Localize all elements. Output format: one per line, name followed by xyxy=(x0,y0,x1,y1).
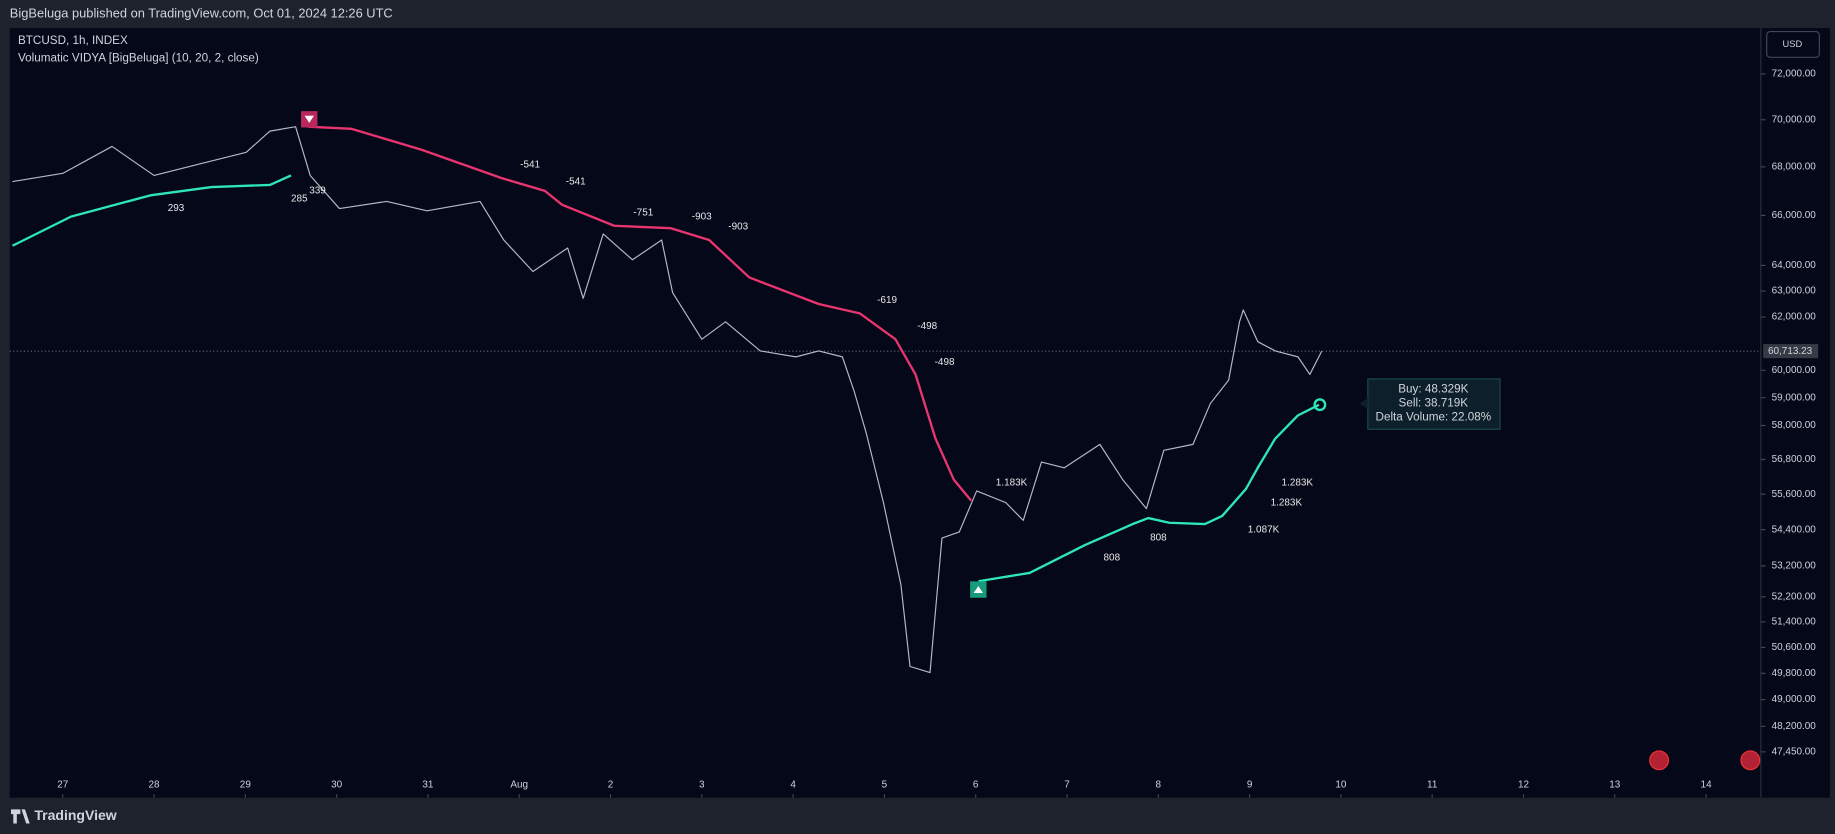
y-tick-label: 70,000.00 xyxy=(1772,114,1817,125)
delta-volume-label: -498 xyxy=(917,321,937,332)
delta-volume-label: 339 xyxy=(309,186,326,197)
x-tick-label: 3 xyxy=(699,779,705,790)
x-tick-label: 13 xyxy=(1609,779,1621,790)
published-note: BigBeluga published on TradingView.com, … xyxy=(10,5,393,20)
x-tick-label: 12 xyxy=(1518,779,1530,790)
x-tick-label: 30 xyxy=(331,779,343,790)
delta-volume-label: 808 xyxy=(1104,552,1121,563)
x-tick-label: 28 xyxy=(149,779,161,790)
y-tick-label: 49,000.00 xyxy=(1772,694,1817,705)
y-tick-label: 49,800.00 xyxy=(1772,668,1817,679)
event-icon[interactable] xyxy=(1740,750,1761,771)
delta-volume-label: -903 xyxy=(728,222,748,233)
y-tick-label: 63,000.00 xyxy=(1772,286,1817,297)
price-line xyxy=(12,126,1323,674)
buy-signal-arrow xyxy=(973,586,984,594)
tooltip-delta: Delta Volume: 22.08% xyxy=(1376,411,1492,424)
x-tick-label: 2 xyxy=(608,779,614,790)
last-price-label: 60,713.23 xyxy=(1768,346,1813,357)
x-tick-label: Aug xyxy=(510,779,528,790)
event-icon[interactable] xyxy=(1649,750,1670,771)
y-tick-label: 53,200.00 xyxy=(1772,561,1817,572)
delta-volume-label: -498 xyxy=(935,357,955,368)
delta-volume-label: 285 xyxy=(291,194,308,205)
y-tick-label: 60,000.00 xyxy=(1772,365,1817,376)
delta-volume-label: 1.087K xyxy=(1248,525,1280,536)
y-tick-label: 72,000.00 xyxy=(1772,69,1817,80)
x-tick-label: 27 xyxy=(57,779,69,790)
y-tick-label: 48,200.00 xyxy=(1772,721,1817,732)
y-tick-label: 56,800.00 xyxy=(1772,454,1817,465)
y-tick-label: 47,450.00 xyxy=(1772,746,1817,757)
currency-label: USD xyxy=(1783,39,1803,49)
vidya-line xyxy=(11,174,292,247)
y-tick-label: 62,000.00 xyxy=(1772,312,1817,323)
tooltip-arrow xyxy=(1359,397,1368,410)
delta-volume-label: 1.283K xyxy=(1271,497,1303,508)
plot-background xyxy=(9,28,1830,798)
currency-button[interactable] xyxy=(1766,30,1820,58)
x-tick-label: 31 xyxy=(422,779,434,790)
vidya-line xyxy=(308,125,973,502)
x-tick-label: 8 xyxy=(1156,779,1162,790)
tooltip-sell: Sell: 38.719K xyxy=(1399,397,1469,410)
plot: 72,000.00 70,000.00 68,000.00 66,000.00 64,0… xyxy=(9,69,1819,798)
x-tick-label: 9 xyxy=(1247,779,1253,790)
y-tick-label: 52,200.00 xyxy=(1772,591,1817,602)
delta-volume-label: 808 xyxy=(1150,533,1167,544)
delta-volume-label: -619 xyxy=(877,295,897,306)
delta-volume-label: 1.183K xyxy=(996,478,1028,489)
x-tick-label: 11 xyxy=(1427,779,1438,790)
delta-volume-label: -541 xyxy=(566,176,586,187)
delta-volume-label: -903 xyxy=(692,211,712,222)
y-tick-label: 50,600.00 xyxy=(1772,642,1817,653)
y-tick-label: 66,000.00 xyxy=(1772,210,1817,221)
brand-name: TradingView xyxy=(34,807,116,823)
x-tick-label: 4 xyxy=(790,779,796,790)
symbol-title: BTCUSD, 1h, INDEX xyxy=(18,34,128,47)
current-marker xyxy=(1313,398,1327,412)
delta-volume-label: -751 xyxy=(633,208,653,219)
x-tick-label: 29 xyxy=(240,779,252,790)
indicator-title: Volumatic VIDYA [BigBeluga] (10, 20, 2, … xyxy=(18,52,259,65)
y-tick-label: 58,000.00 xyxy=(1772,420,1817,431)
vidya-line xyxy=(978,403,1320,583)
x-tick-label: 5 xyxy=(882,779,888,790)
delta-volume-label: 293 xyxy=(168,203,185,214)
y-tick-label: 59,000.00 xyxy=(1772,392,1817,403)
x-tick-label: 14 xyxy=(1701,779,1713,790)
tooltip-box xyxy=(1367,378,1501,430)
x-tick-label: 10 xyxy=(1335,779,1347,790)
tooltip-buy: Buy: 48.329K xyxy=(1398,383,1468,396)
y-tick-label: 54,400.00 xyxy=(1772,524,1817,535)
y-tick-label: 68,000.00 xyxy=(1772,161,1817,172)
y-tick-label: 55,600.00 xyxy=(1772,489,1817,500)
x-tick-label: 6 xyxy=(973,779,979,790)
delta-volume-label: 1.283K xyxy=(1282,478,1314,489)
delta-volume-label: -541 xyxy=(520,160,540,171)
last-price-box xyxy=(1763,344,1819,359)
sell-signal-arrow xyxy=(304,115,314,123)
x-tick-label: 7 xyxy=(1064,779,1070,790)
y-tick-label: 51,400.00 xyxy=(1772,616,1817,627)
y-tick-label: 64,000.00 xyxy=(1772,260,1817,271)
